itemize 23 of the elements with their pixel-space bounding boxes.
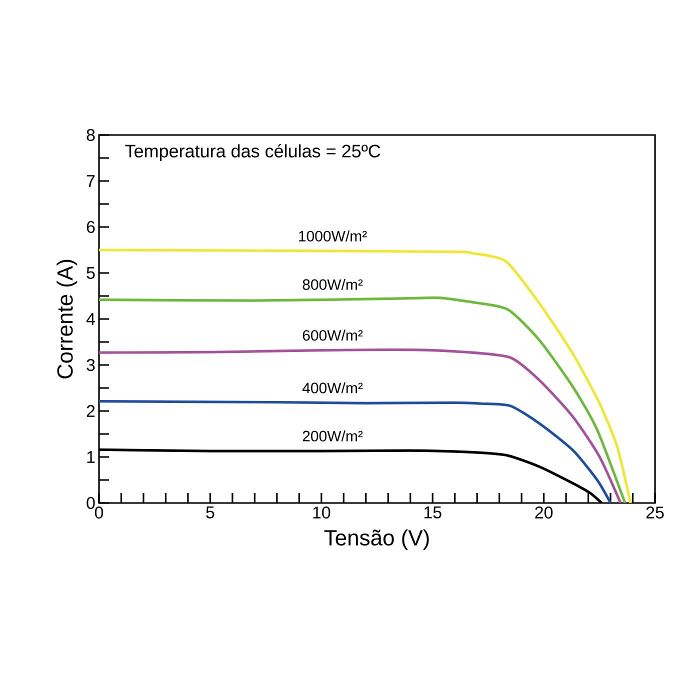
x-tick-label: 20 [535,506,553,519]
x-tick-label: 0 [94,506,104,519]
x-axis-title: Tensão (V) [324,529,429,550]
series-label: 800W/m² [302,278,363,290]
y-tick-label: 6 [86,220,95,234]
y-tick-label: 5 [86,267,95,279]
y-axis-title: Corrente (A) [56,260,78,378]
y-tick-label: 3 [86,358,95,372]
x-tick-label: 10 [313,506,330,519]
series-label: 1000W/m² [299,230,367,242]
x-tick-label: 25 [646,506,664,519]
series-label: 600W/m² [302,330,363,341]
annotation: Temperatura das células = 25ºC [125,144,380,162]
y-tick-label: 1 [87,451,95,463]
x-tick-label: 15 [424,506,442,518]
series-label: 400W/m² [302,382,363,394]
x-tick-label: 5 [206,506,214,518]
y-tick-label: 0 [86,496,95,510]
y-tick-label: 7 [86,175,95,187]
y-tick-label: 4 [86,313,95,325]
y-tick-label: 8 [86,128,95,142]
y-tick-label: 2 [86,405,95,417]
series-label: 200W/m² [302,430,363,442]
